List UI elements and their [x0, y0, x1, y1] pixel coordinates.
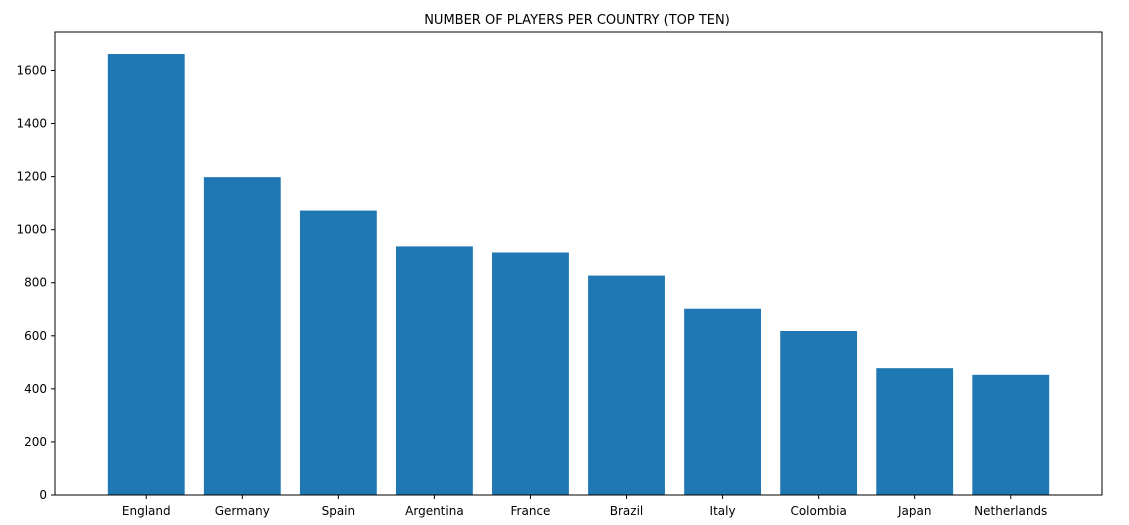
- chart-title: NUMBER OF PLAYERS PER COUNTRY (TOP TEN): [424, 13, 730, 28]
- x-tick-label: Germany: [215, 504, 270, 518]
- x-axis-ticks: England Germany Spain Argentina France Brazil…: [122, 495, 1047, 518]
- bar-italy: [684, 308, 762, 495]
- y-tick-label: 1600: [16, 63, 47, 77]
- y-tick-label: 400: [24, 382, 47, 396]
- bar-england: [107, 54, 185, 496]
- bar-argentina: [395, 246, 473, 495]
- y-tick-label: 1200: [16, 170, 47, 184]
- x-tick-label: Netherlands: [974, 504, 1047, 518]
- x-tick-label: England: [122, 504, 171, 518]
- x-tick-label: Japan: [897, 504, 931, 518]
- y-tick-label: 200: [24, 435, 47, 449]
- bar-spain: [299, 210, 377, 495]
- y-tick-label: 0: [39, 488, 47, 502]
- x-tick-label: Spain: [322, 504, 356, 518]
- x-tick-label: Argentina: [405, 504, 464, 518]
- x-tick-label: France: [511, 504, 551, 518]
- bar-brazil: [588, 275, 665, 495]
- y-tick-label: 1400: [16, 117, 47, 131]
- bars-group: [107, 54, 1050, 496]
- x-tick-label: Italy: [710, 504, 736, 518]
- bar-japan: [876, 368, 954, 495]
- bar-colombia: [780, 331, 858, 495]
- x-tick-label: Colombia: [790, 504, 846, 518]
- bar-germany: [203, 177, 281, 495]
- x-tick-label: Brazil: [610, 504, 644, 518]
- bar-france: [492, 252, 569, 495]
- y-tick-label: 600: [24, 329, 47, 343]
- y-tick-label: 800: [24, 276, 47, 290]
- y-axis-ticks: 0 200 400 600 800 1000 1200 1400 1600: [16, 63, 55, 502]
- y-tick-label: 1000: [16, 223, 47, 237]
- bar-netherlands: [972, 374, 1050, 495]
- plot-frame: [54, 31, 1103, 496]
